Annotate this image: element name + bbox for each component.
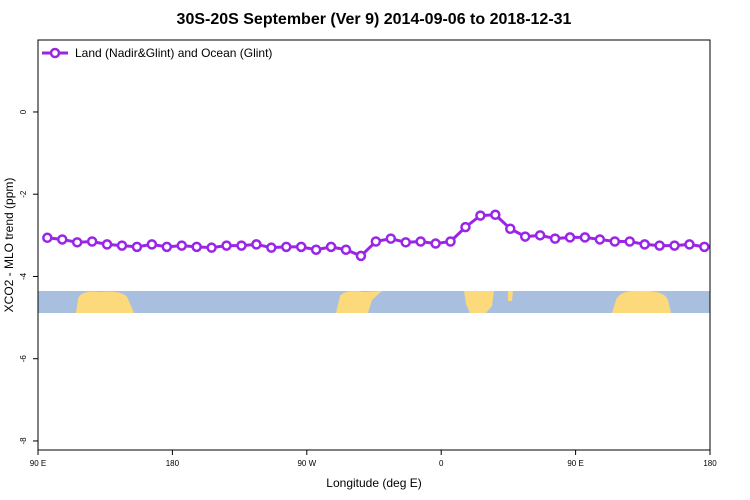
data-point — [699, 241, 710, 253]
data-point — [325, 241, 337, 253]
data-point — [71, 237, 83, 248]
legend-label: Land (Nadir&Glint) and Ocean (Glint) — [75, 46, 272, 60]
data-point — [57, 234, 68, 245]
legend: Land (Nadir&Glint) and Ocean (Glint) — [42, 46, 272, 60]
legend-marker — [49, 47, 61, 59]
data-point — [430, 238, 441, 249]
data-point — [86, 236, 98, 247]
data-point — [101, 239, 113, 250]
data-point — [415, 236, 426, 247]
data-point — [340, 244, 352, 255]
data-point — [400, 237, 411, 248]
chart-title: 30S-20S September (Ver 9) 2014-09-06 to … — [177, 11, 572, 28]
x-tick-label: 0 — [439, 459, 444, 468]
data-point — [221, 240, 232, 251]
data-point — [669, 240, 680, 251]
data-point — [191, 241, 202, 253]
plot-frame — [37, 39, 711, 451]
data-point — [534, 230, 546, 241]
y-axis-label: XCO2 - MLO trend (ppm) — [2, 178, 16, 313]
data-point — [490, 209, 501, 221]
data-point — [684, 239, 695, 250]
x-tick-label: 180 — [703, 459, 717, 468]
data-point — [609, 236, 621, 247]
data-point — [460, 221, 471, 233]
data-point — [266, 242, 277, 253]
data-point — [385, 233, 397, 244]
x-axis-label: Longitude (deg E) — [326, 476, 421, 490]
x-tick-label: 90 E — [567, 459, 583, 468]
y-tick-label: -2 — [19, 190, 28, 198]
data-point — [251, 239, 262, 250]
data-point — [281, 241, 292, 253]
data-point — [549, 233, 561, 244]
data-point — [579, 232, 591, 243]
data-point — [654, 240, 665, 251]
data-point — [146, 239, 158, 250]
data-point — [505, 223, 516, 235]
data-point — [639, 239, 650, 250]
data-point — [236, 240, 247, 251]
data-point — [519, 231, 531, 242]
y-tick-label: -4 — [19, 272, 28, 280]
y-tick-label: 0 — [19, 109, 28, 114]
data-point — [355, 250, 367, 262]
data-point — [624, 236, 635, 247]
data-point — [161, 241, 173, 253]
data-point — [445, 236, 456, 247]
y-tick-label: -6 — [19, 355, 28, 363]
data-point — [594, 234, 606, 245]
data-point — [131, 241, 143, 253]
data-point — [370, 236, 382, 247]
data-point — [295, 241, 307, 253]
map-strip — [38, 290, 710, 313]
data-point — [310, 244, 322, 255]
x-tick-label: 90 W — [297, 459, 316, 468]
data-point — [176, 240, 187, 251]
data-point — [116, 240, 128, 251]
data-point — [475, 210, 486, 221]
y-tick-label: -8 — [19, 437, 28, 445]
data-point — [42, 232, 53, 244]
x-tick-label: 180 — [166, 459, 180, 468]
data-point — [564, 232, 576, 243]
series-line — [47, 213, 705, 258]
data-point — [206, 242, 217, 253]
x-tick-label: 90 E — [30, 459, 46, 468]
